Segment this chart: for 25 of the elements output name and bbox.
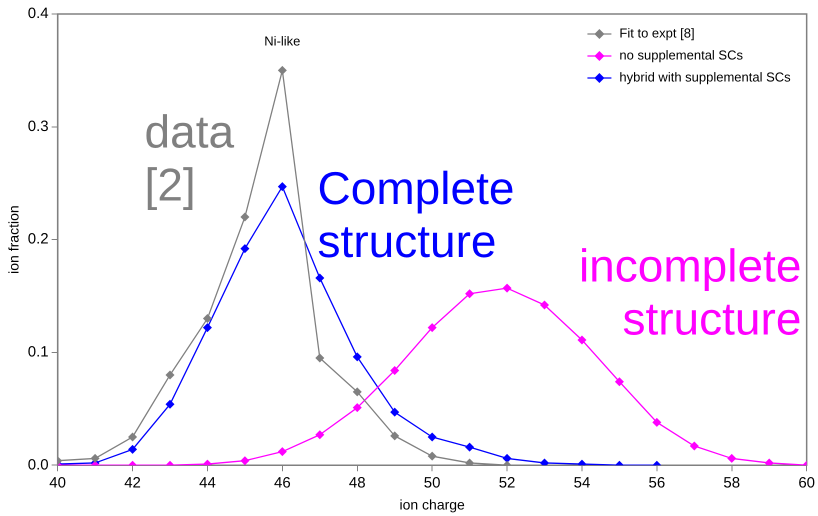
y-tick-label: 0.4: [28, 5, 49, 22]
x-axis-title: ion charge: [399, 496, 466, 512]
legend-label: hybrid with supplemental SCs: [619, 70, 792, 85]
x-tick-label: 52: [498, 474, 516, 492]
x-tick-label: 60: [798, 474, 815, 492]
y-tick-label: 0.1: [28, 344, 49, 361]
x-tick-label: 46: [274, 474, 291, 492]
x-tick-label: 44: [199, 474, 216, 492]
x-tick-label: 50: [424, 474, 440, 492]
annotation: incomplete structure: [578, 240, 802, 345]
y-tick-label: 0.0: [28, 456, 49, 474]
legend-label: Fit to expt [8]: [619, 26, 695, 41]
legend-label: no supplemental SCs: [619, 48, 744, 63]
annotation: Complete structure: [318, 162, 514, 267]
y-tick-label: 0.3: [28, 118, 49, 135]
annotation: data [2]: [144, 106, 234, 210]
annotation: Ni-like: [264, 33, 300, 48]
x-tick-label: 42: [124, 474, 141, 492]
y-axis-title: ion fraction: [5, 205, 22, 274]
x-tick-label: 40: [49, 474, 66, 492]
x-tick-label: 58: [723, 474, 740, 492]
x-tick-label: 48: [348, 474, 366, 492]
y-tick-label: 0.2: [28, 230, 49, 248]
x-tick-label: 56: [648, 474, 666, 492]
x-tick-label: 54: [574, 474, 590, 492]
